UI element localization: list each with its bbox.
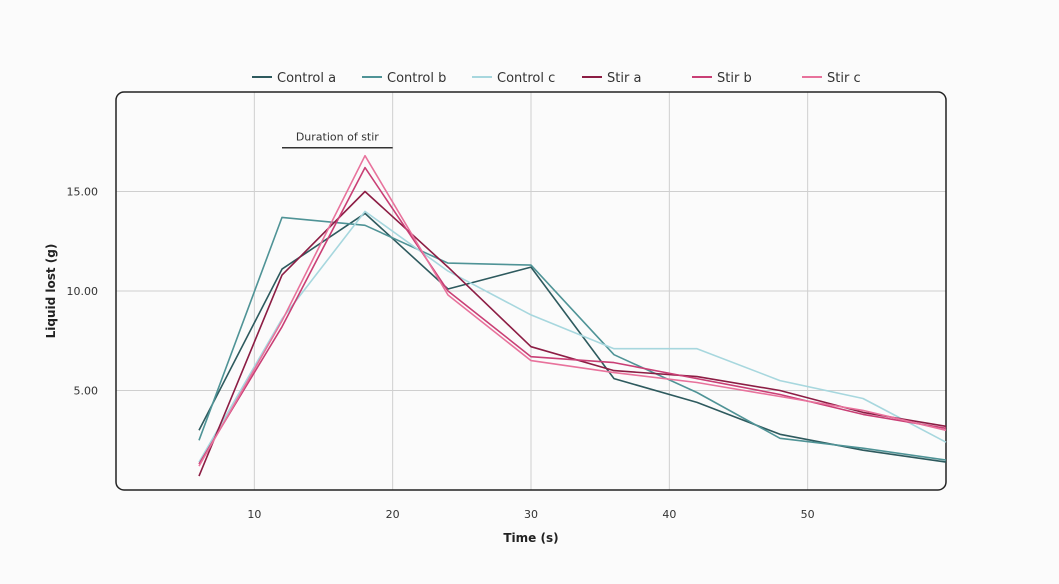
legend-label: Control a: [277, 71, 336, 86]
legend-item: Stir b: [692, 71, 752, 86]
series-line-stir-b: [198, 166, 947, 465]
legend-item: Control c: [472, 71, 555, 86]
x-tick-label: 40: [662, 508, 676, 521]
x-tick-label: 50: [801, 508, 815, 521]
y-tick-label: 5.00: [74, 385, 99, 398]
stir-duration-label: Duration of stir: [296, 131, 379, 144]
y-tick-label: 10.00: [67, 285, 99, 298]
annotation: Duration of stir: [282, 131, 393, 149]
tick-labels: 10 20 30 40 50 5.00 10.00 15.00: [67, 186, 815, 522]
legend-item: Control b: [362, 71, 446, 86]
y-tick-label: 15.00: [67, 186, 99, 199]
legend-label: Stir b: [717, 71, 752, 86]
legend-item: Stir a: [582, 71, 641, 86]
x-tick-label: 10: [247, 508, 261, 521]
series-line-control-b: [198, 216, 947, 461]
series-line-stir-c: [198, 154, 947, 467]
legend-item: Control a: [252, 71, 336, 86]
grid: [116, 92, 946, 490]
legend-item: Stir c: [802, 71, 861, 86]
series-line-stir-a: [198, 190, 947, 477]
series-line-control-a: [198, 212, 947, 463]
y-axis-title: Liquid lost (g): [44, 244, 58, 339]
legend-label: Control b: [387, 71, 446, 86]
x-tick-label: 30: [524, 508, 538, 521]
legend: Control a Control b Control c Stir a Stir b S…: [252, 71, 861, 86]
legend-label: Stir a: [607, 71, 641, 86]
plot-frame: [115, 91, 947, 491]
legend-label: Stir c: [827, 71, 861, 86]
series-group: [198, 154, 947, 477]
series-line-control-c: [198, 210, 947, 463]
legend-label: Control c: [497, 71, 555, 86]
x-axis-title: Time (s): [503, 531, 558, 545]
x-tick-label: 20: [386, 508, 400, 521]
